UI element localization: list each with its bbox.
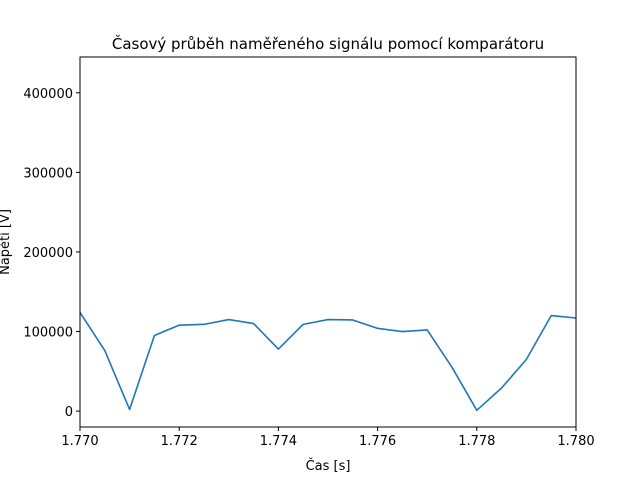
x-tick-label: 1.780 [557, 434, 594, 449]
x-axis-label: Čas [s] [306, 458, 351, 474]
y-axis: 0 100000 200000 300000 400000 [23, 87, 80, 420]
y-tick-label: 0 [65, 405, 73, 420]
y-axis-label: Napětí [V] [0, 209, 13, 275]
x-tick-label: 1.770 [61, 434, 98, 449]
y-tick-label: 300000 [23, 166, 73, 181]
series-line [79, 311, 577, 412]
y-tick-label: 100000 [23, 326, 73, 341]
x-axis: 1.770 1.772 1.774 1.776 1.778 1.780 [61, 427, 595, 449]
plot-area [79, 311, 577, 412]
x-tick-label: 1.776 [359, 434, 396, 449]
x-tick-label: 1.772 [161, 434, 198, 449]
chart-title: Časový průběh naměřeného signálu pomocí … [112, 34, 544, 53]
x-tick-label: 1.778 [458, 434, 495, 449]
y-tick-label: 400000 [23, 87, 73, 102]
y-tick-label: 200000 [23, 246, 73, 261]
axes-frame [79, 56, 577, 428]
x-tick-label: 1.774 [260, 434, 297, 449]
